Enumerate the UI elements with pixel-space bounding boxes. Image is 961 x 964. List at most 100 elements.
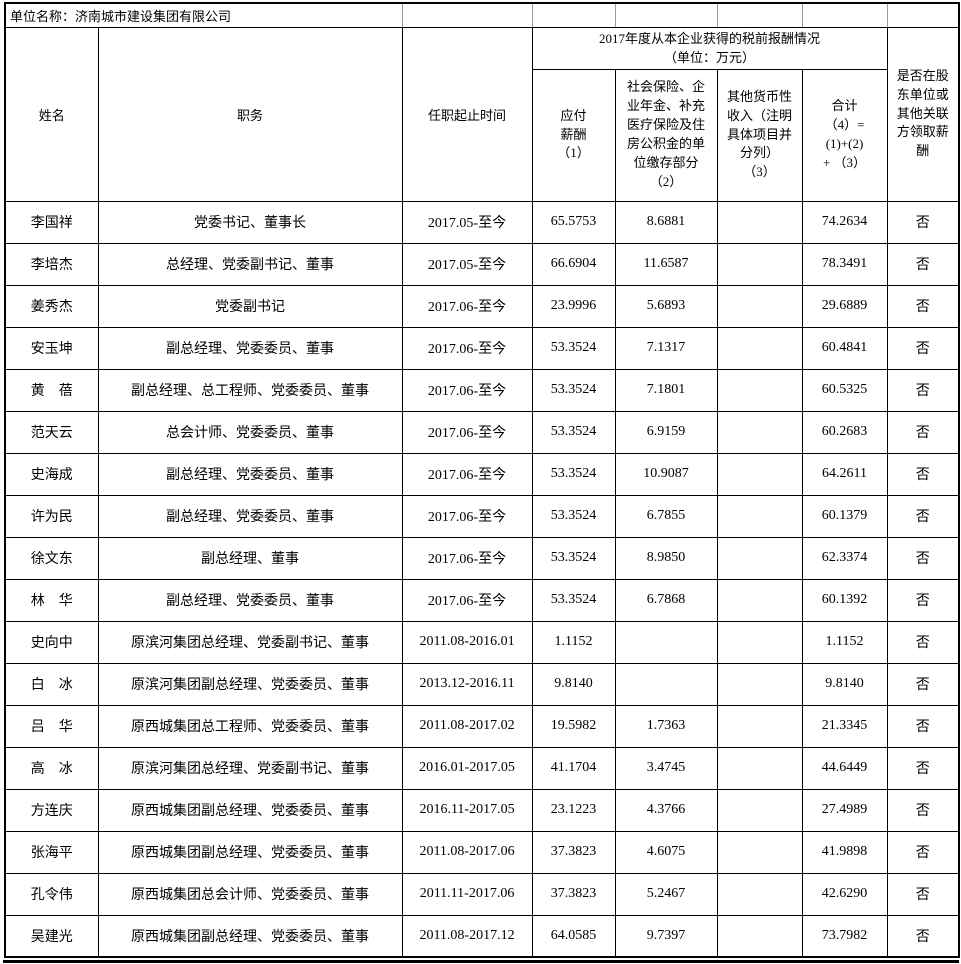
cell-salary: 53.3524 [531,326,616,370]
table-row: 徐文东 副总经理、董事 2017.06-至今 53.3524 8.9850 62… [4,536,960,580]
cell-total: 27.4989 [801,788,888,832]
cell-insurance: 5.2467 [614,872,718,916]
cell-term: 2016.01-2017.05 [401,746,533,790]
cell-total: 29.6889 [801,284,888,328]
cell-other-income [716,452,803,496]
cell-name: 高 冰 [4,746,99,790]
cell-shareholder: 否 [886,830,960,874]
table-body: 李国祥 党委书记、董事长 2017.05-至今 65.5753 8.6881 7… [4,200,960,958]
cell-salary: 19.5982 [531,704,616,748]
title-row: 单位名称：济南城市建设集团有限公司 [4,2,961,28]
cell-salary: 53.3524 [531,452,616,496]
cell-insurance: 8.9850 [614,536,718,580]
cell-salary: 41.1704 [531,746,616,790]
cell-salary: 23.9996 [531,284,616,328]
col-header-position: 职务 [97,26,403,202]
cell-total: 73.7982 [801,914,888,958]
cell-total: 60.5325 [801,368,888,412]
cell-total: 1.1152 [801,620,888,664]
title-grid-cell [401,2,533,28]
cell-other-income [716,914,803,958]
cell-other-income [716,368,803,412]
cell-shareholder: 否 [886,284,960,328]
cell-term: 2017.06-至今 [401,368,533,412]
cell-position: 副总经理、党委委员、董事 [97,326,403,370]
table-row: 白 冰 原滨河集团副总经理、党委委员、董事 2013.12-2016.11 9.… [4,662,960,706]
table-row: 吴建光 原西城集团副总经理、党委委员、董事 2011.08-2017.12 64… [4,914,960,958]
cell-salary: 37.3823 [531,872,616,916]
title-grid-cell [801,2,888,28]
cell-name: 徐文东 [4,536,99,580]
cell-shareholder: 否 [886,368,960,412]
cell-name: 范天云 [4,410,99,454]
table-row: 姜秀杰 党委副书记 2017.06-至今 23.9996 5.6893 29.6… [4,284,960,328]
cell-position: 党委书记、董事长 [97,200,403,244]
col-header-compensation-group: 2017年度从本企业获得的税前报酬情况 （单位：万元） [531,26,888,70]
cell-other-income [716,746,803,790]
cell-name: 史海成 [4,452,99,496]
col-header-salary: 应付 薪酬 （1） [531,68,616,202]
bottom-border-rule [3,960,959,963]
cell-position: 原西城集团副总经理、党委委员、董事 [97,830,403,874]
cell-total: 9.8140 [801,662,888,706]
table-row: 李培杰 总经理、党委副书记、董事 2017.05-至今 66.6904 11.6… [4,242,960,286]
cell-shareholder: 否 [886,914,960,958]
cell-name: 史向中 [4,620,99,664]
cell-salary: 37.3823 [531,830,616,874]
cell-shareholder: 否 [886,578,960,622]
col-header-name: 姓名 [4,26,99,202]
cell-name: 林 华 [4,578,99,622]
table-row: 史向中 原滨河集团总经理、党委副书记、董事 2011.08-2016.01 1.… [4,620,960,664]
table-row: 李国祥 党委书记、董事长 2017.05-至今 65.5753 8.6881 7… [4,200,960,244]
cell-position: 原滨河集团总经理、党委副书记、董事 [97,746,403,790]
cell-term: 2017.06-至今 [401,452,533,496]
cell-position: 原西城集团总会计师、党委委员、董事 [97,872,403,916]
cell-shareholder: 否 [886,872,960,916]
table-row: 方连庆 原西城集团副总经理、党委委员、董事 2016.11-2017.05 23… [4,788,960,832]
cell-salary: 1.1152 [531,620,616,664]
cell-name: 李国祥 [4,200,99,244]
cell-salary: 53.3524 [531,494,616,538]
table-row: 许为民 副总经理、党委委员、董事 2017.06-至今 53.3524 6.78… [4,494,960,538]
cell-name: 李培杰 [4,242,99,286]
cell-insurance: 11.6587 [614,242,718,286]
cell-position: 副总经理、董事 [97,536,403,580]
cell-name: 孔令伟 [4,872,99,916]
cell-name: 安玉坤 [4,326,99,370]
cell-salary: 53.3524 [531,578,616,622]
cell-shareholder: 否 [886,746,960,790]
cell-salary: 65.5753 [531,200,616,244]
title-grid-cell [531,2,616,28]
cell-term: 2017.05-至今 [401,200,533,244]
cell-salary: 53.3524 [531,410,616,454]
cell-salary: 9.8140 [531,662,616,706]
cell-term: 2017.06-至今 [401,494,533,538]
header-row-top: 姓名 职务 任职起止时间 2017年度从本企业获得的税前报酬情况 （单位：万元）… [4,26,960,202]
cell-total: 60.2683 [801,410,888,454]
cell-name: 姜秀杰 [4,284,99,328]
cell-other-income [716,872,803,916]
cell-term: 2011.08-2017.06 [401,830,533,874]
cell-insurance: 1.7363 [614,704,718,748]
cell-name: 张海平 [4,830,99,874]
cell-total: 42.6290 [801,872,888,916]
unit-name: 单位名称：济南城市建设集团有限公司 [4,2,403,28]
cell-position: 原滨河集团总经理、党委副书记、董事 [97,620,403,664]
cell-insurance: 10.9087 [614,452,718,496]
cell-term: 2017.05-至今 [401,242,533,286]
cell-total: 60.1379 [801,494,888,538]
cell-term: 2011.08-2017.12 [401,914,533,958]
cell-position: 副总经理、总工程师、党委委员、董事 [97,368,403,412]
cell-other-income [716,830,803,874]
cell-other-income [716,536,803,580]
cell-name: 吕 华 [4,704,99,748]
cell-position: 总经理、党委副书记、董事 [97,242,403,286]
col-header-term: 任职起止时间 [401,26,533,202]
cell-shareholder: 否 [886,662,960,706]
table-row: 高 冰 原滨河集团总经理、党委副书记、董事 2016.01-2017.05 41… [4,746,960,790]
cell-term: 2017.06-至今 [401,536,533,580]
cell-other-income [716,410,803,454]
cell-insurance: 9.7397 [614,914,718,958]
cell-term: 2011.08-2016.01 [401,620,533,664]
